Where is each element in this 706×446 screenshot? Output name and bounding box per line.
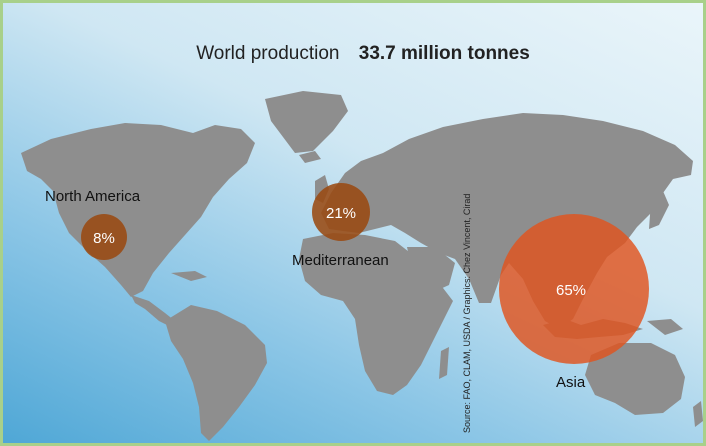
greenland-shape [265, 91, 348, 153]
title-amount: 33.7 million tonnes [358, 43, 530, 64]
madagascar-shape [439, 347, 449, 379]
south-america-shape [165, 305, 267, 441]
chart-title: World production 33.7 million tonnes [3, 43, 703, 65]
share-mediterranean: 21% [326, 205, 356, 222]
share-north-america: 8% [93, 230, 115, 247]
iceland-shape [299, 151, 321, 163]
north-america-shape [21, 123, 255, 297]
label-north-america: North America [45, 188, 141, 205]
label-mediterranean: Mediterranean [292, 252, 389, 269]
new-zealand-shape [693, 401, 703, 427]
bubble-north-america-circle [81, 214, 127, 260]
source-credit: Source: FAO, CLAM, USDA / Graphics: Chez… [461, 193, 472, 433]
world-map: 8% 21% 65% North America Mediterranean A… [21, 91, 703, 441]
australia-shape [585, 343, 685, 415]
japan-shape [649, 191, 669, 229]
eurasia-shape [321, 113, 693, 329]
label-asia: Asia [556, 374, 586, 391]
caribbean-shape [171, 271, 207, 281]
bubble-mediterranean-circle [312, 183, 370, 241]
new-guinea-shape [647, 319, 683, 335]
bubble-asia: 65% [499, 214, 649, 364]
title-label: World production [196, 43, 340, 64]
landmasses [21, 91, 703, 441]
share-asia: 65% [556, 282, 586, 299]
central-america-shape [131, 295, 175, 327]
arabia-shape [407, 247, 455, 295]
bubble-asia-circle [499, 214, 649, 364]
bubble-mediterranean: 21% [312, 183, 370, 241]
bubble-north-america: 8% [81, 214, 127, 260]
